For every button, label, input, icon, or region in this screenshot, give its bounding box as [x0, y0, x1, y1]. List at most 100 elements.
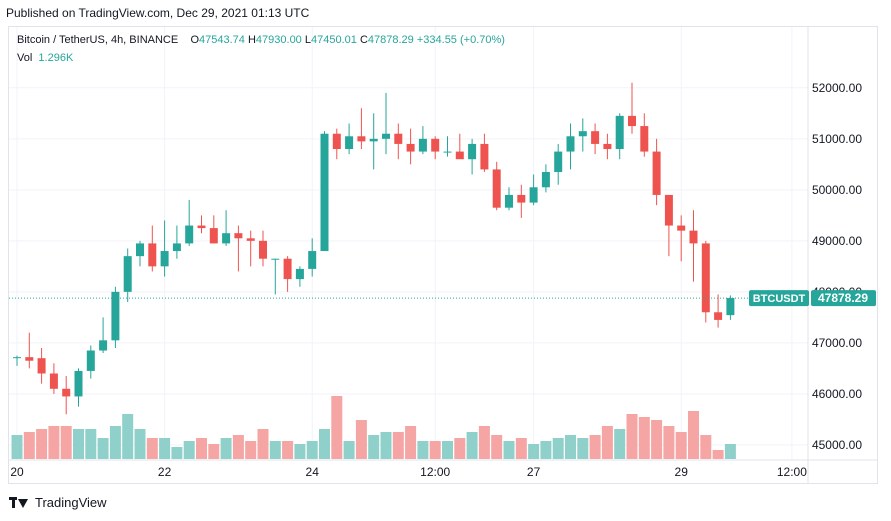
volume-bar [405, 426, 417, 459]
volume-bar [196, 438, 207, 459]
x-tick-label: 22 [158, 465, 172, 479]
volume-bar [540, 441, 552, 459]
volume-bar [565, 435, 576, 459]
volume-bar [159, 438, 171, 459]
volume-bar [355, 420, 367, 459]
volume-bar [368, 435, 380, 459]
candle-body [246, 238, 255, 241]
footer-brand[interactable]: TradingView [9, 495, 107, 510]
volume-legend: Vol 1.296K [17, 52, 73, 64]
volume-bar [528, 444, 540, 459]
symbol-badge-label: BTCUSDT [753, 293, 806, 305]
candle-body [283, 258, 292, 280]
change-value: +334.55 (+0.70%) [416, 34, 505, 46]
candle-body [148, 243, 157, 267]
volume-bar [700, 435, 712, 459]
y-tick-label: 50000.00 [812, 183, 862, 197]
volume-bar [48, 426, 60, 459]
volume-bar [257, 429, 269, 459]
candle-body [689, 230, 698, 244]
x-tick-label: 29 [675, 465, 689, 479]
candle-body [468, 143, 477, 160]
y-tick-label: 47000.00 [812, 336, 862, 350]
candle-body [259, 240, 267, 259]
volume-bar [171, 447, 183, 459]
candle-body [517, 194, 526, 203]
candle-body [74, 370, 83, 397]
x-tick-label: 12:00 [777, 465, 807, 479]
ohlc-legend: Bitcoin / TetherUS, 4h, BINANCE O47543.7… [17, 34, 505, 46]
candle-body [86, 350, 95, 371]
volume-bar [552, 438, 564, 459]
chart-frame[interactable] [8, 26, 878, 484]
volume-bar [638, 417, 650, 459]
volume-bar [97, 438, 109, 459]
x-tick-label: 12:00 [420, 465, 450, 479]
high-label: H [247, 34, 256, 46]
candle-body [406, 143, 415, 152]
candle-body [37, 358, 46, 374]
volume-bar [675, 432, 687, 459]
price-badge-label: 47878.29 [818, 291, 868, 305]
volume-bar [269, 441, 281, 459]
candle-body [197, 225, 206, 229]
symbol-badge [749, 290, 809, 307]
volume-bar [23, 432, 35, 459]
volume-bar [294, 444, 306, 459]
candle-body [172, 243, 181, 252]
close-value: 47878.29 [367, 34, 414, 46]
volume-bar [109, 426, 121, 459]
candle-body [541, 171, 550, 188]
x-tick-label: 20 [10, 465, 24, 479]
candle-body [136, 243, 144, 257]
candle-body [185, 225, 194, 244]
volume-bar [601, 426, 613, 459]
candle-body [308, 251, 317, 269]
volume-bar [134, 429, 146, 459]
volume-bar [417, 441, 429, 459]
volume-bar [343, 441, 355, 459]
candle-body [628, 115, 636, 127]
volume-bar [245, 441, 257, 459]
candle-body [222, 233, 231, 244]
volume-bar [442, 441, 453, 459]
candle-body [652, 151, 661, 195]
volume-bar [208, 444, 220, 459]
volume-value: 1.296K [38, 52, 74, 64]
price-badge [811, 290, 876, 307]
candle-body [677, 225, 686, 231]
candle-body [209, 228, 218, 244]
tradingview-logo-icon [9, 496, 31, 509]
candle-body [505, 194, 513, 208]
volume-bar [712, 450, 724, 459]
candle-body [455, 151, 464, 160]
volume-bar [466, 432, 478, 459]
volume-bar [663, 426, 675, 459]
candle-body [13, 357, 21, 359]
candle-body [566, 136, 575, 152]
volume-bar [73, 429, 84, 459]
candle-body [591, 131, 600, 144]
candle-body [701, 243, 710, 313]
published-caption: Published on TradingView.com, Dec 29, 20… [6, 6, 310, 20]
candle-body [357, 136, 366, 142]
candle-body [295, 268, 304, 280]
volume-bar [688, 411, 699, 459]
low-label: L [304, 34, 311, 46]
candle-body [418, 138, 427, 152]
candle-body [123, 256, 132, 292]
candle-body [345, 136, 354, 150]
open-label: O [190, 34, 200, 46]
volume-bar [146, 438, 158, 459]
candle-body [271, 258, 280, 260]
y-tick-label: 51000.00 [812, 132, 862, 146]
volume-bar [577, 438, 589, 459]
candle-body [320, 133, 329, 252]
volume-bar [122, 414, 134, 459]
volume-bar [724, 444, 736, 459]
y-tick-label: 46000.00 [812, 387, 862, 401]
y-tick-label: 52000.00 [812, 81, 862, 95]
x-tick-label: 27 [527, 465, 541, 479]
volume-bar [454, 438, 466, 459]
